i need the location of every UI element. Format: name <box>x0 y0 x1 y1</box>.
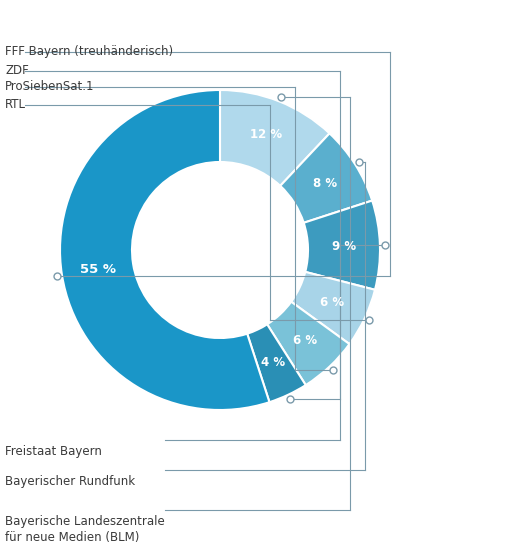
Text: ZDF: ZDF <box>5 64 29 77</box>
Wedge shape <box>280 134 372 223</box>
Text: Freistaat Bayern: Freistaat Bayern <box>5 445 102 458</box>
Text: 55 %: 55 % <box>80 263 116 276</box>
Text: Bayerischer Rundfunk: Bayerischer Rundfunk <box>5 475 135 488</box>
Wedge shape <box>220 90 330 186</box>
Wedge shape <box>247 324 306 402</box>
Wedge shape <box>304 201 380 290</box>
Text: 12 %: 12 % <box>250 128 282 141</box>
Text: 6 %: 6 % <box>293 334 317 347</box>
Text: RTL: RTL <box>5 99 26 112</box>
Text: 4 %: 4 % <box>261 356 285 369</box>
Text: 9 %: 9 % <box>332 240 356 252</box>
Wedge shape <box>267 302 349 385</box>
Wedge shape <box>60 90 269 410</box>
Text: 6 %: 6 % <box>320 296 344 310</box>
Text: 8 %: 8 % <box>313 177 337 190</box>
Wedge shape <box>291 272 375 344</box>
Text: Bayerische Landeszentrale
für neue Medien (BLM): Bayerische Landeszentrale für neue Medie… <box>5 515 165 544</box>
Text: FFF Bayern (treuhänderisch): FFF Bayern (treuhänderisch) <box>5 45 173 58</box>
Text: ProSiebenSat.1: ProSiebenSat.1 <box>5 81 94 94</box>
